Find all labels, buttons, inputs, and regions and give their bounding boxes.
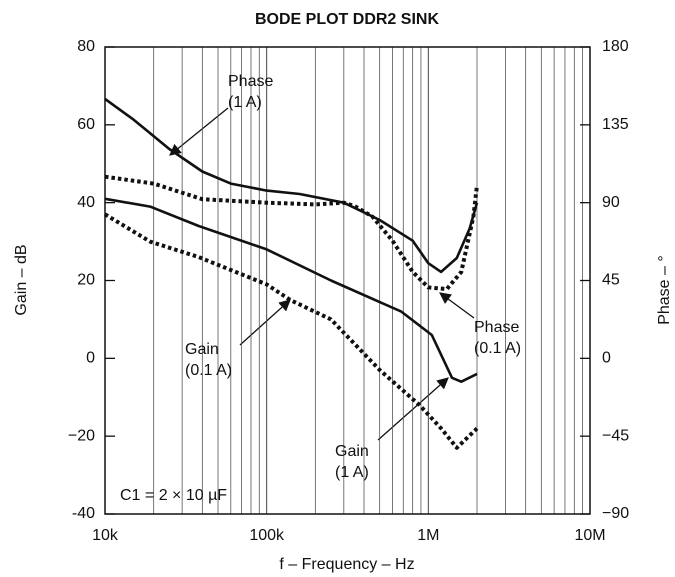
y2-tick-label: −45 bbox=[602, 427, 629, 444]
annotation: (0.1 A) bbox=[474, 340, 521, 357]
annotation: Phase bbox=[228, 73, 273, 90]
y2-tick-label: 0 bbox=[602, 350, 611, 367]
chart-title: BODE PLOT DDR2 SINK bbox=[255, 11, 439, 28]
y2-axis-label: Phase – ° bbox=[656, 255, 673, 325]
annotation: Gain bbox=[185, 341, 219, 358]
plot-frame bbox=[104, 46, 591, 515]
x-tick-label: 1M bbox=[417, 527, 439, 544]
arrow bbox=[239, 299, 291, 346]
annotation: Phase bbox=[474, 319, 519, 336]
y-tick-label: 40 bbox=[77, 194, 95, 211]
series-line bbox=[104, 174, 479, 292]
x-axis-label: f – Frequency – Hz bbox=[279, 556, 414, 573]
y2-tick-label: −90 bbox=[602, 505, 629, 522]
annotation: C1 = 2 × 10 µF bbox=[120, 487, 227, 504]
x-tick-label: 10M bbox=[574, 527, 605, 544]
arrow bbox=[439, 292, 475, 319]
y-tick-label: 20 bbox=[77, 272, 95, 289]
y2-tick-label: 180 bbox=[602, 38, 629, 55]
y-tick-label: 0 bbox=[86, 350, 95, 367]
y2-tick-label: 135 bbox=[602, 116, 629, 133]
series-line bbox=[103, 212, 479, 450]
y-axis-label: Gain – dB bbox=[13, 244, 30, 315]
x-tick-label: 100k bbox=[249, 527, 285, 544]
arrow bbox=[169, 107, 229, 156]
annotation: (1 A) bbox=[228, 94, 262, 111]
annotation: (0.1 A) bbox=[185, 362, 232, 379]
y-tick-label: 80 bbox=[77, 38, 95, 55]
annotation: Gain bbox=[335, 443, 369, 460]
x-tick-label: 10k bbox=[92, 527, 119, 544]
y-tick-label: −20 bbox=[68, 427, 95, 444]
annotation: (1 A) bbox=[335, 464, 369, 481]
y-tick-label: -40 bbox=[72, 505, 95, 522]
series-line bbox=[104, 197, 478, 383]
y2-tick-label: 45 bbox=[602, 272, 620, 289]
y2-tick-label: 90 bbox=[602, 194, 620, 211]
y-tick-label: 60 bbox=[77, 116, 95, 133]
